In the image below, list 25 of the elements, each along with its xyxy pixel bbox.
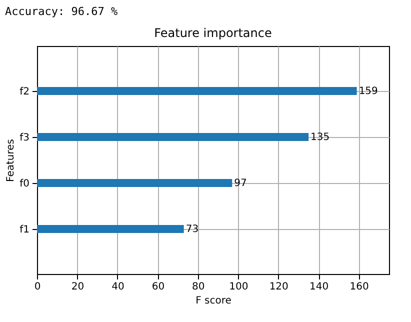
bar: [37, 224, 184, 233]
data-label: 135: [310, 132, 330, 144]
x-tick-label: 120: [269, 282, 288, 292]
data-label: 97: [234, 178, 247, 189]
data-label: 159: [358, 86, 378, 98]
data-label: 73: [186, 224, 199, 235]
x-tick-label: 60: [152, 282, 165, 292]
y-tick-label: f1: [20, 224, 30, 236]
bar: [37, 133, 309, 142]
x-tick-label: 20: [71, 282, 84, 292]
x-tick-label: 80: [192, 282, 205, 292]
x-tick-label: 140: [310, 282, 329, 292]
y-tick-label: f3: [20, 132, 30, 144]
x-tick-label: 160: [350, 282, 369, 292]
y-tick-label: f2: [20, 86, 30, 98]
chart-title: Feature importance: [154, 26, 272, 40]
x-tick-label: 0: [34, 282, 41, 292]
x-tick-label: 40: [112, 282, 124, 292]
y-tick-label: f0: [20, 178, 30, 190]
y-axis-title: Features: [6, 139, 17, 182]
x-tick-label: 100: [229, 282, 248, 292]
bar: [37, 87, 357, 96]
bar: [37, 178, 232, 187]
x-axis-title: F score: [196, 296, 232, 306]
text: Accuracy: 96.67 %: [4, 4, 119, 20]
